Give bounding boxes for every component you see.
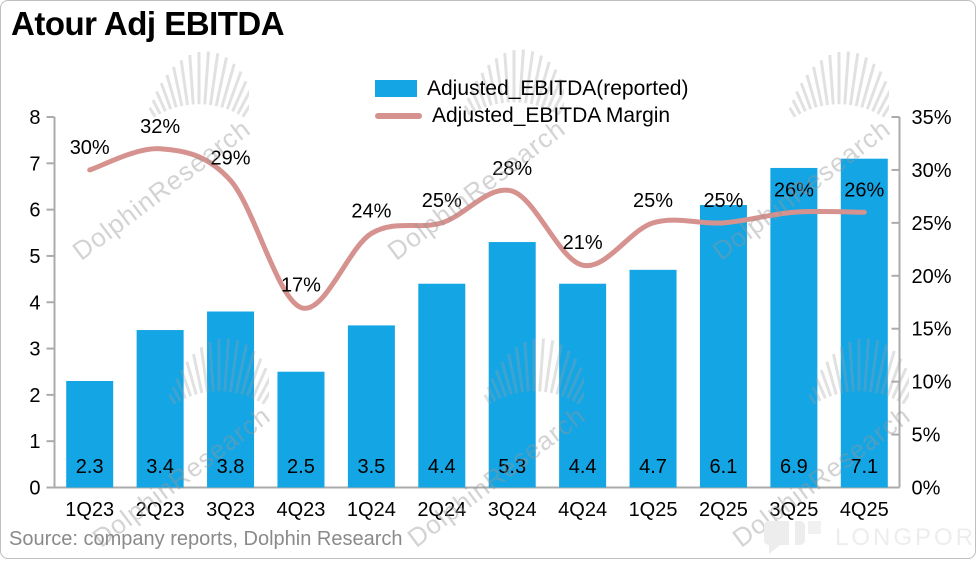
left-axis-tick-label: 0 <box>29 478 40 500</box>
bar-value-label: 7.1 <box>850 456 878 478</box>
bar-1Q25 <box>629 269 677 488</box>
x-axis-label: 4Q23 <box>276 499 325 521</box>
bar-2Q24 <box>418 283 466 488</box>
margin-line <box>87 146 867 311</box>
bar-1Q24 <box>347 325 395 488</box>
left-axis-tick-label: 6 <box>29 200 40 222</box>
left-axis-tick-label: 4 <box>29 292 40 314</box>
margin-value-label: 25% <box>422 190 462 212</box>
right-axis-tick-label: 35% <box>912 107 952 129</box>
margin-value-label: 29% <box>211 148 251 170</box>
x-axis-label: 2Q24 <box>417 499 466 521</box>
x-axis-label: 2Q25 <box>699 499 748 521</box>
right-axis-tick-label: 15% <box>912 319 952 341</box>
bar-value-label: 4.4 <box>428 456 456 478</box>
margin-value-label: 21% <box>563 232 603 254</box>
x-axis-label: 1Q24 <box>347 499 396 521</box>
source-note: Source: company reports, Dolphin Researc… <box>9 528 403 550</box>
margin-value-label: 25% <box>633 190 673 212</box>
bar-value-label: 3.4 <box>146 456 174 478</box>
chart-title: Atour Adj EBITDA <box>11 5 285 42</box>
legend: Adjusted_EBITDA(reported) Adjusted_EBITD… <box>375 75 688 129</box>
margin-value-label: 25% <box>703 190 743 212</box>
x-axis-label: 2Q23 <box>136 499 185 521</box>
left-axis-tick-label: 3 <box>29 339 40 361</box>
bar-3Q23 <box>207 311 255 488</box>
x-axis-label: 3Q23 <box>206 499 255 521</box>
right-axis-tick-label: 20% <box>912 266 952 288</box>
margin-value-label: 28% <box>492 158 532 180</box>
x-axis-label: 4Q25 <box>840 499 889 521</box>
margin-value-label: 26% <box>774 179 814 201</box>
legend-bar-swatch-icon <box>375 80 417 97</box>
x-axis-label: 1Q25 <box>629 499 678 521</box>
bar-2Q23 <box>136 330 184 488</box>
bar-value-label: 4.7 <box>639 456 667 478</box>
left-axis-tick-label: 5 <box>29 246 40 268</box>
left-axis-tick-label: 7 <box>29 153 40 175</box>
right-axis-tick-label: 0% <box>912 478 941 500</box>
legend-line-swatch-icon <box>375 112 422 119</box>
x-axis-label: 4Q24 <box>558 499 607 521</box>
bar-value-label: 6.9 <box>780 456 808 478</box>
longport-brand-text: LONGPORT <box>835 524 976 551</box>
right-axis-tick-label: 5% <box>912 425 941 447</box>
margin-value-label: 26% <box>844 179 884 201</box>
bar-2Q25 <box>699 204 747 488</box>
left-axis-tick-label: 8 <box>29 107 40 129</box>
bar-value-label: 2.5 <box>287 456 315 478</box>
legend-item-margin: Adjusted_EBITDA Margin <box>375 102 688 129</box>
x-axis-label: 3Q25 <box>769 499 818 521</box>
bar-value-label: 3.8 <box>217 456 245 478</box>
legend-item-ebitda: Adjusted_EBITDA(reported) <box>375 75 688 102</box>
bar-value-label: 4.4 <box>569 456 597 478</box>
bar-value-label: 6.1 <box>710 456 738 478</box>
margin-value-label: 24% <box>351 200 391 222</box>
longport-logo-icon <box>763 520 821 554</box>
bar-1Q23 <box>66 380 114 488</box>
right-axis-tick-label: 10% <box>912 372 952 394</box>
margin-value-label: 32% <box>140 116 180 138</box>
longport-logo: LONGPORT <box>763 519 976 557</box>
bar-3Q24 <box>488 242 536 488</box>
left-axis-tick-label: 2 <box>29 385 40 407</box>
bar-value-label: 3.5 <box>357 456 385 478</box>
x-axis-label: 3Q24 <box>488 499 537 521</box>
margin-value-label: 17% <box>281 275 321 297</box>
left-axis-tick-label: 1 <box>29 431 40 453</box>
bar-4Q23 <box>277 371 325 488</box>
bar-3Q25 <box>770 167 818 488</box>
legend-label: Adjusted_EBITDA(reported) <box>427 76 689 100</box>
bar-4Q25 <box>840 158 888 488</box>
x-axis-label: 1Q23 <box>65 499 114 521</box>
legend-label: Adjusted_EBITDA Margin <box>432 103 671 127</box>
right-axis-tick-label: 30% <box>912 160 952 182</box>
margin-value-label: 30% <box>70 137 110 159</box>
bar-value-label: 2.3 <box>76 456 104 478</box>
bar-value-label: 5.3 <box>498 456 526 478</box>
bar-4Q24 <box>559 283 607 488</box>
right-axis-tick-label: 25% <box>912 213 952 235</box>
